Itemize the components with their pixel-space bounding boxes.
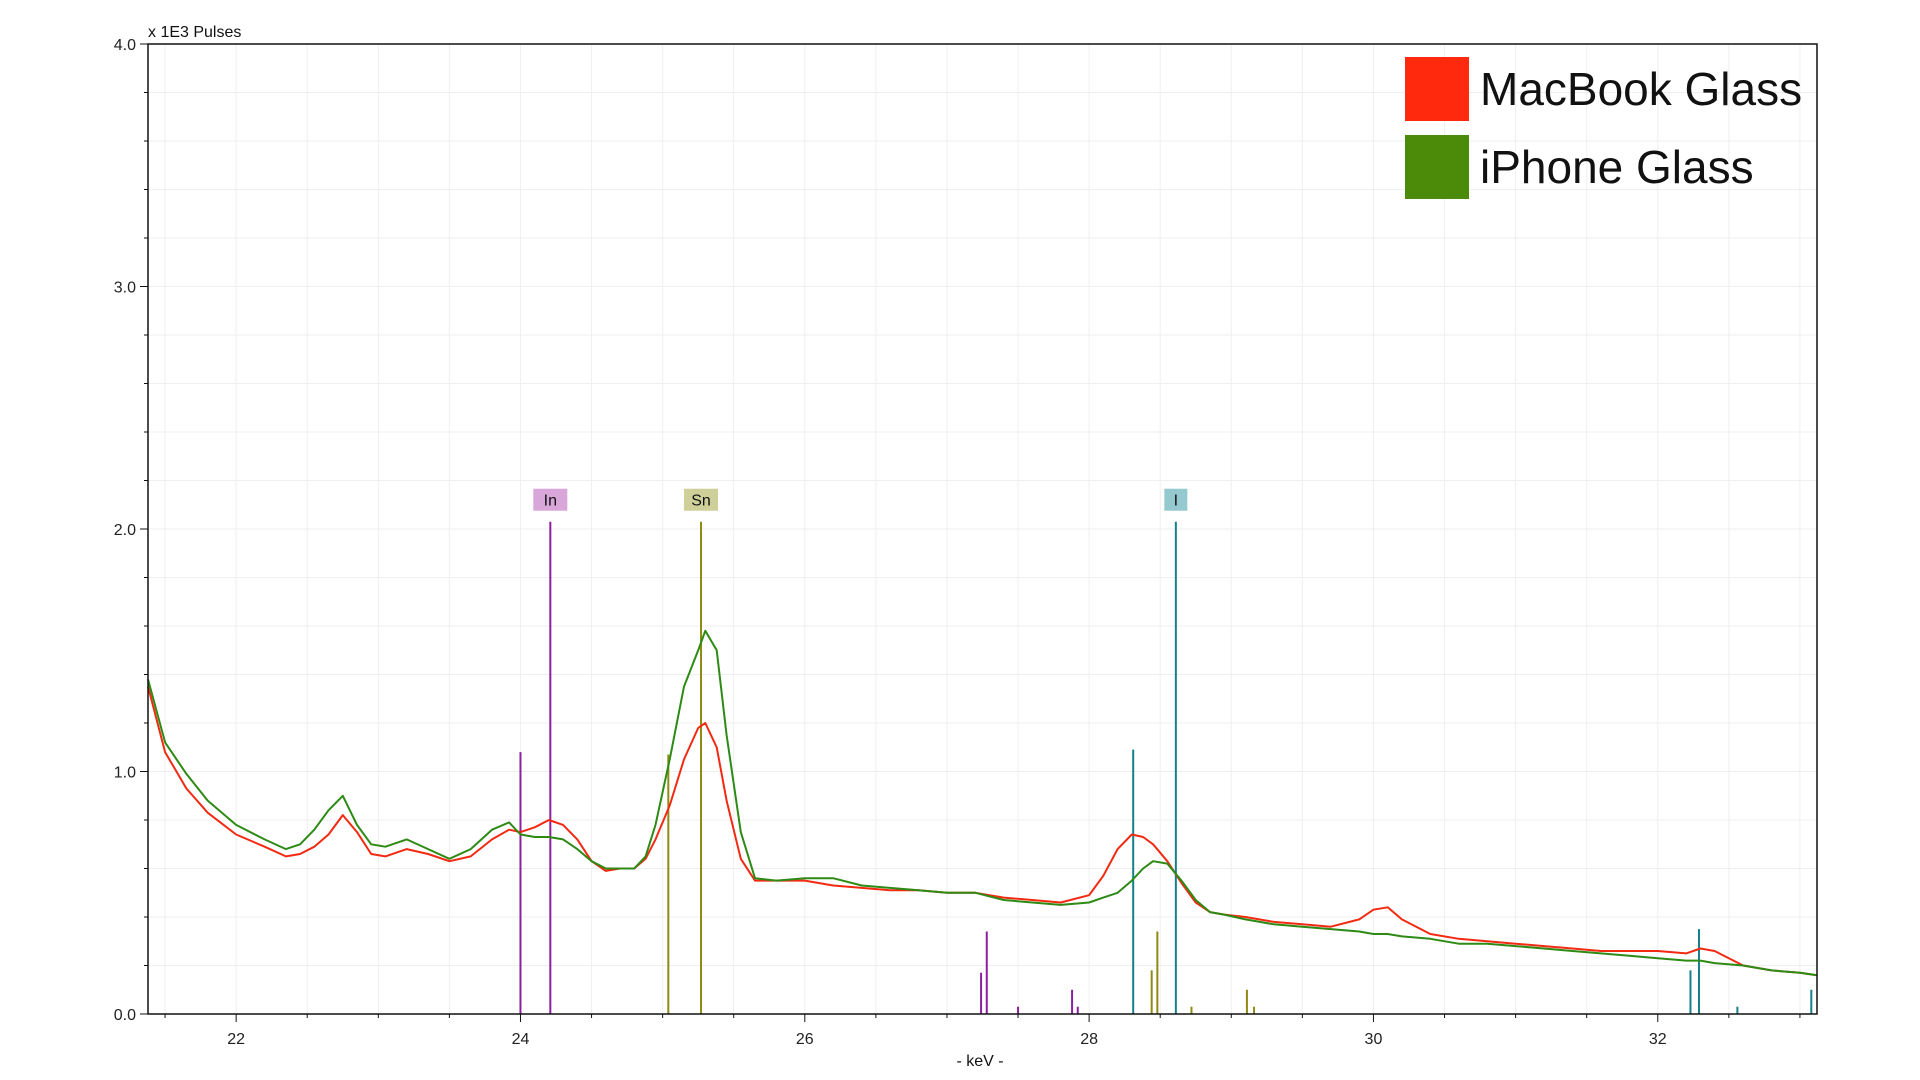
x-tick-label: 32	[1649, 1031, 1667, 1048]
element-label-box	[1164, 488, 1188, 511]
legend-swatch	[1405, 135, 1469, 199]
x-axis-label: - keV -	[956, 1053, 1003, 1070]
x-tick-label: 28	[1080, 1031, 1098, 1048]
series-lines	[147, 629, 1818, 977]
y-tick-label: 2.0	[114, 522, 136, 539]
legend-swatch	[1405, 57, 1469, 121]
legend-entry-iphone-glass: iPhone Glass	[1480, 141, 1754, 193]
axes: 0.0 1.0 2.0 3.0 4.0 22 24 26 28 30 32	[114, 37, 1801, 1048]
legend: MacBook Glass iPhone Glass	[1405, 57, 1802, 199]
y-tick-label: 4.0	[114, 37, 136, 54]
x-tick-label: 24	[512, 1031, 530, 1048]
element-label-in: In	[544, 493, 557, 510]
element-label-sn: Sn	[691, 493, 711, 510]
y-tick-label: 0.0	[114, 1007, 136, 1024]
element-lines	[519, 521, 1813, 1014]
x-tick-label: 22	[227, 1031, 245, 1048]
x-tick-label: 26	[796, 1031, 814, 1048]
element-labels: In Sn I	[533, 488, 1188, 511]
y-tick-label: 1.0	[114, 765, 136, 782]
legend-entry-macbook-glass: MacBook Glass	[1480, 63, 1802, 115]
y-tick-label: 3.0	[114, 280, 136, 297]
element-label-box	[533, 488, 568, 511]
element-label-box	[684, 488, 719, 511]
y-unit-label: x 1E3 Pulses	[148, 24, 241, 41]
x-tick-label: 30	[1365, 1031, 1383, 1048]
element-label-i: I	[1174, 493, 1178, 510]
series-line-iphone-glass	[147, 629, 1818, 977]
series-line-macbook-glass	[147, 686, 1818, 977]
